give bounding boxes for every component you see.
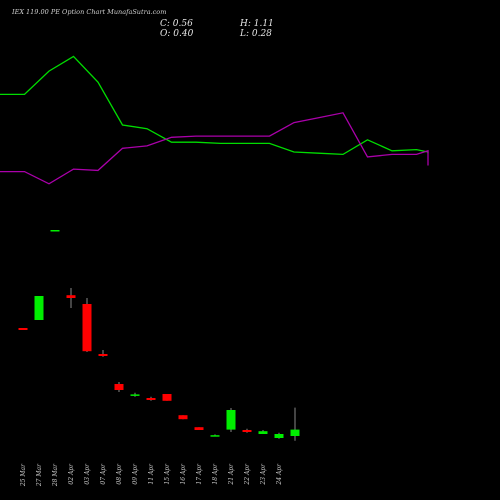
x-tick-label: 18 Apr — [212, 463, 219, 485]
chart-title: IEX 119.00 PE Option Chart MunafaSutra.c… — [12, 8, 167, 16]
candle-body — [162, 394, 172, 401]
x-tick-label: 22 Apr — [244, 463, 251, 486]
x-tick-label: 11 Apr — [148, 463, 155, 485]
x-tick-label: 02 Apr — [68, 463, 75, 485]
candle-body — [226, 410, 236, 430]
candle-body — [66, 295, 76, 298]
x-tick-label: 28 Mar — [52, 463, 59, 487]
x-tick-label: 27 Mar — [36, 463, 43, 487]
green-indicator-line — [0, 55, 429, 156]
candle-body — [242, 430, 252, 432]
x-tick-label: 15 Apr — [164, 463, 171, 485]
candle-body — [50, 230, 60, 232]
low-value: L: 0.28 — [240, 29, 272, 39]
candle-body — [178, 415, 188, 420]
candle-body — [114, 384, 124, 390]
x-tick-label: 24 Apr — [276, 463, 283, 486]
candle-body — [34, 296, 44, 320]
x-tick-label: 09 Apr — [132, 463, 139, 485]
candle-body — [274, 434, 284, 438]
x-tick-label: 25 Mar — [20, 463, 27, 487]
x-tick-label: 17 Apr — [196, 463, 203, 485]
candle-body — [210, 435, 220, 437]
purple-indicator-line — [0, 112, 429, 185]
candle-body — [194, 427, 204, 430]
x-tick-label: 07 Apr — [100, 463, 107, 485]
x-tick-label: 16 Apr — [180, 463, 187, 485]
close-value: C: 0.56 — [160, 19, 193, 29]
x-tick-label: 21 Apr — [228, 463, 235, 486]
candle-body — [258, 431, 268, 434]
candle-body — [98, 354, 108, 356]
x-tick-label: 23 Apr — [260, 463, 267, 486]
x-tick-label: 08 Apr — [116, 463, 123, 485]
x-tick-label: 03 Apr — [84, 463, 91, 485]
open-value: O: 0.40 — [160, 29, 194, 39]
candle-body — [82, 304, 92, 352]
candle-body — [146, 398, 156, 400]
candle-body — [290, 429, 300, 436]
high-value: H: 1.11 — [240, 19, 274, 29]
candle-body — [18, 328, 28, 330]
candle-body — [130, 394, 140, 396]
